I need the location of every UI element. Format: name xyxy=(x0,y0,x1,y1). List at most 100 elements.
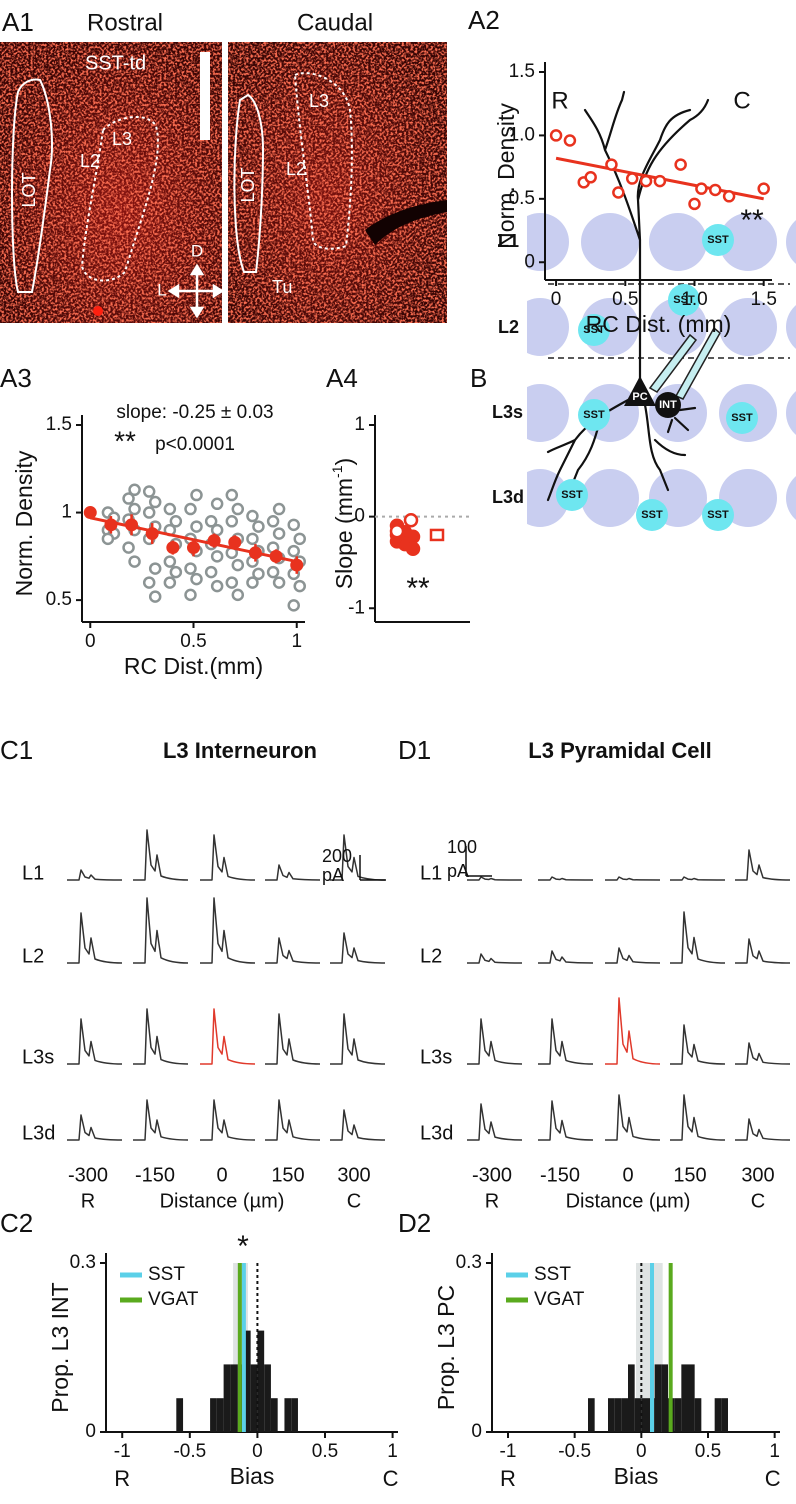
interneuron xyxy=(655,392,681,418)
cell-label: SST xyxy=(731,412,753,424)
trace xyxy=(330,932,386,964)
y-tick-label: 0 xyxy=(524,251,535,272)
point xyxy=(163,502,177,516)
point xyxy=(163,555,177,568)
point xyxy=(142,485,156,498)
point xyxy=(101,532,115,546)
point xyxy=(225,488,239,502)
point xyxy=(122,541,135,554)
point xyxy=(757,182,770,195)
trace xyxy=(467,953,523,964)
layer-outline xyxy=(80,115,159,282)
row-label: L3d xyxy=(22,1122,55,1144)
panel-label: A4 xyxy=(326,363,358,393)
x-tick-label: 1 xyxy=(291,631,302,652)
bar xyxy=(230,1364,238,1432)
point xyxy=(252,520,265,533)
x-tick-label: -0.5 xyxy=(173,1441,206,1462)
x-tick-label: 1 xyxy=(387,1441,398,1462)
trace xyxy=(605,947,661,964)
legend-label: SST xyxy=(534,1264,571,1285)
y-tick-label: 0.5 xyxy=(46,589,72,610)
point xyxy=(210,497,224,511)
trace xyxy=(265,937,321,964)
region-label: L2 xyxy=(80,151,100,171)
point xyxy=(210,523,224,537)
bar xyxy=(223,1364,231,1432)
scale-unit: pA xyxy=(447,861,469,881)
panel-label: B xyxy=(470,363,487,393)
bar xyxy=(641,1398,648,1432)
vessel xyxy=(365,200,447,245)
point xyxy=(231,502,245,516)
panel-title: L3 Pyramidal Cell xyxy=(528,738,711,763)
point xyxy=(128,555,141,568)
y-tick-label: 0.3 xyxy=(456,1252,482,1273)
bar xyxy=(291,1398,298,1432)
point xyxy=(204,565,218,579)
direction-label: R xyxy=(81,1190,95,1212)
direction-label: C xyxy=(383,1466,399,1491)
image-title: Rostral xyxy=(87,9,163,36)
point xyxy=(184,588,197,602)
bar xyxy=(614,1398,622,1432)
layer-label: L3d xyxy=(492,487,524,507)
trace xyxy=(265,864,321,881)
row-label: L2 xyxy=(22,945,44,967)
point xyxy=(231,558,245,572)
y-tick-label: 1.5 xyxy=(509,61,535,82)
panel-label: A2 xyxy=(468,5,500,35)
x-tick-label: -0.5 xyxy=(558,1441,591,1462)
bar xyxy=(588,1398,595,1432)
x-tick-label: 0 xyxy=(551,289,562,310)
row-label: L2 xyxy=(420,945,442,967)
bar xyxy=(608,1398,615,1432)
cell-label: SST xyxy=(707,509,729,521)
y-tick-label: 0.5 xyxy=(509,188,535,209)
bar xyxy=(721,1398,728,1432)
y-tick-label: 0 xyxy=(471,1421,482,1442)
x-axis-label: Bias xyxy=(230,1463,275,1489)
point xyxy=(142,576,156,589)
direction-label: R xyxy=(114,1466,130,1491)
point xyxy=(228,535,242,549)
position-label: -300 xyxy=(472,1164,512,1186)
y-tick-label: -1 xyxy=(348,597,365,618)
legend-label: SST xyxy=(148,1264,185,1285)
region-label: L3 xyxy=(112,129,132,149)
column-grid xyxy=(527,213,796,527)
point xyxy=(549,129,563,142)
region-label: LOT xyxy=(19,172,39,207)
trace xyxy=(735,849,791,881)
y-tick-label: 1 xyxy=(61,502,72,523)
position-label: 150 xyxy=(673,1164,706,1186)
bar xyxy=(621,1398,628,1432)
y-axis-label: Prop. L3 PC xyxy=(433,1285,459,1410)
trace xyxy=(67,869,123,881)
region-label: Tu xyxy=(272,277,292,297)
position-label: 150 xyxy=(271,1164,304,1186)
point xyxy=(290,558,304,572)
lot-outline xyxy=(233,93,265,273)
annotation: ** xyxy=(740,204,764,237)
scale-unit: pA xyxy=(322,865,344,885)
y-tick-label: 0 xyxy=(85,1421,96,1442)
bar xyxy=(176,1398,184,1432)
mean-marker xyxy=(429,528,445,542)
point xyxy=(231,588,245,602)
cell-label: SST xyxy=(583,324,605,336)
trace xyxy=(538,1100,594,1141)
position-label: 300 xyxy=(741,1164,774,1186)
y-tick-label: 1.5 xyxy=(46,414,72,435)
cell-label: SST xyxy=(641,509,663,521)
bar xyxy=(634,1398,642,1432)
panel-label: C1 xyxy=(0,735,33,765)
point xyxy=(287,518,300,532)
x-tick-label: 0.5 xyxy=(612,289,638,310)
annotation: slope: -0.25 ± 0.03 xyxy=(116,402,273,423)
panel-a1: A1 Rostral Caudal LOT LOT SST-td L3 L2 L… xyxy=(0,7,447,323)
sst-cell xyxy=(578,399,610,431)
trace xyxy=(133,1099,189,1141)
